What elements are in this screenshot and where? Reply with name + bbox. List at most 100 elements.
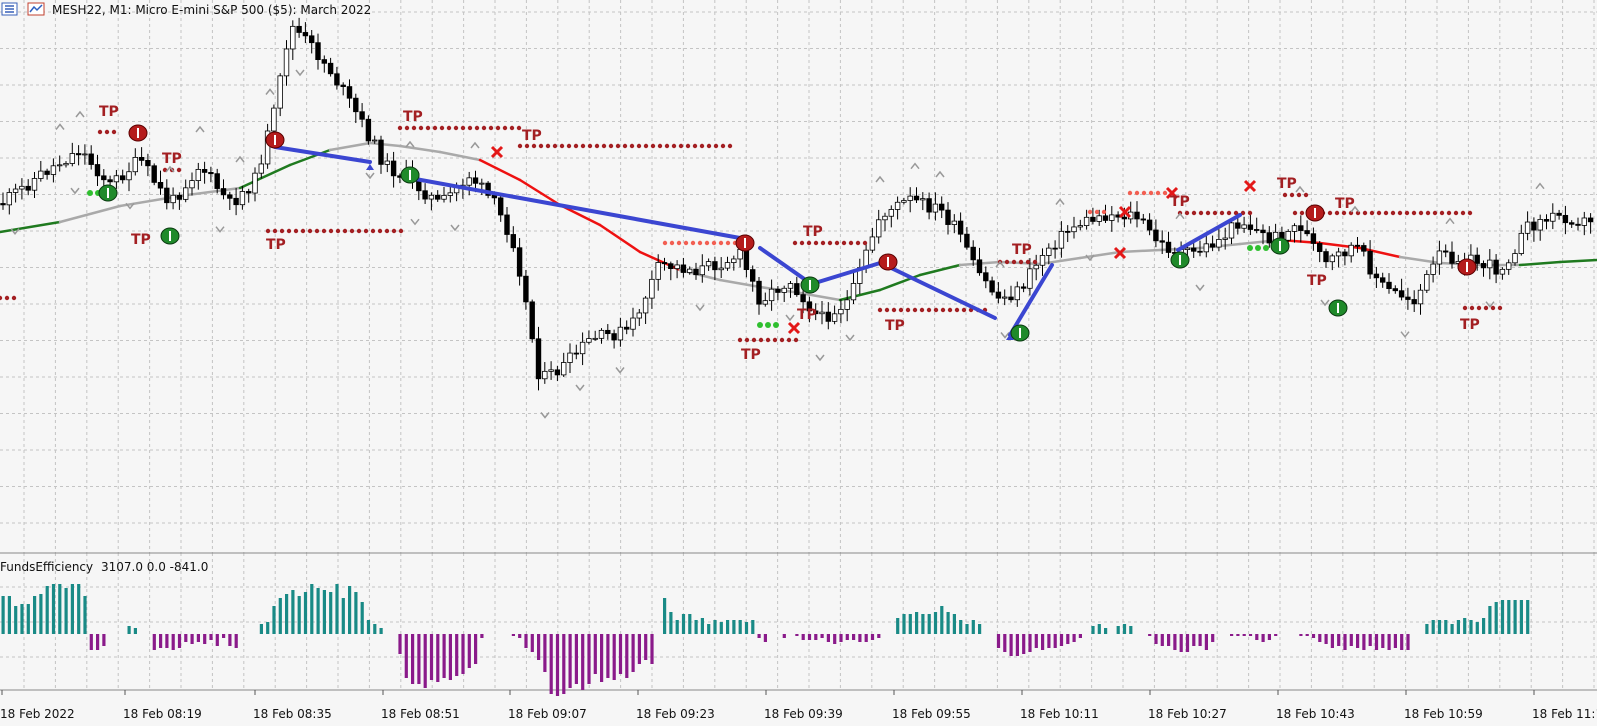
list-icon[interactable] — [1, 2, 18, 16]
level-dot — [1476, 305, 1482, 311]
level-dot — [314, 228, 320, 234]
candle-down — [939, 203, 945, 211]
level-dot — [418, 125, 424, 131]
histogram-bar-positive — [663, 598, 667, 634]
histogram-bar-negative — [1160, 634, 1164, 646]
histogram-bar-positive — [1482, 618, 1486, 634]
level-dot — [1296, 192, 1302, 198]
histogram-bar-positive — [335, 584, 339, 634]
histogram-bar-negative — [1009, 634, 1013, 656]
candle-down — [1480, 263, 1487, 269]
histogram-bar-positive — [1091, 626, 1095, 634]
fractal-up-arrow — [265, 88, 275, 95]
histogram-bar-positive — [1116, 626, 1120, 634]
candle-up — [1027, 268, 1033, 289]
fractal-down-arrow — [10, 228, 20, 235]
ma-segment — [1318, 241, 1362, 250]
level-dot — [398, 228, 404, 234]
level-dot — [820, 240, 826, 246]
histogram-bar-negative — [1078, 634, 1082, 638]
level-dot — [758, 337, 764, 343]
level-dot — [806, 240, 812, 246]
candle-down — [1474, 254, 1480, 264]
histogram-bar-positive — [7, 596, 11, 634]
level-dot — [877, 307, 883, 313]
candle-up — [63, 163, 69, 166]
histogram-bar-positive — [1513, 600, 1517, 634]
histogram-bar-negative — [839, 634, 843, 642]
level-dot — [827, 240, 833, 246]
level-dot — [11, 295, 17, 301]
histogram-bar-positive — [1456, 620, 1460, 634]
histogram-bar-positive — [297, 596, 301, 634]
time-axis-label: 18 Feb 09:55 — [892, 707, 971, 721]
histogram-bar-negative — [1034, 634, 1038, 648]
candle-down — [491, 194, 498, 199]
level-dot — [697, 240, 703, 246]
ma-segment — [518, 178, 562, 207]
histogram-bar-negative — [1400, 634, 1404, 650]
funds-efficiency-histogram — [1, 584, 1530, 696]
ma-segment — [238, 163, 292, 190]
level-dot — [1303, 192, 1309, 198]
histogram-bar-positive — [1463, 618, 1467, 634]
level-dot — [905, 307, 911, 313]
candle-down — [1197, 250, 1203, 253]
histogram-bar-positive — [1519, 600, 1523, 634]
histogram-bar-negative — [852, 634, 856, 640]
candle-down — [201, 169, 208, 173]
level-dot — [1446, 210, 1452, 216]
candle-down — [1323, 251, 1329, 263]
level-dot — [940, 307, 946, 313]
level-dot — [4, 295, 10, 301]
level-dot — [954, 307, 960, 313]
ma-segment — [0, 220, 62, 234]
candle-up — [1285, 231, 1291, 241]
candle-down — [535, 338, 542, 380]
histogram-bar-negative — [467, 634, 471, 668]
signal-line — [408, 176, 742, 240]
histogram-bar-negative — [1053, 634, 1057, 648]
histogram-bar-positive — [20, 604, 24, 634]
level-dot — [1462, 305, 1468, 311]
chart-window-icon[interactable] — [27, 2, 45, 16]
level-dot — [425, 125, 431, 131]
histogram-bar-positive — [272, 606, 276, 634]
level-dot — [793, 337, 799, 343]
level-dot — [650, 143, 656, 149]
fractal-up-arrow — [1350, 205, 1360, 213]
candle-up — [1216, 238, 1222, 248]
level-dot — [841, 240, 847, 246]
candle-up — [189, 180, 195, 189]
candle-down — [1191, 247, 1197, 252]
level-dot — [446, 125, 452, 131]
level-dot — [335, 228, 341, 234]
fractal-down-arrow — [845, 334, 855, 342]
level-dot — [1299, 210, 1305, 216]
level-dot — [947, 307, 953, 313]
level-dot — [757, 322, 763, 328]
histogram-bar-positive — [45, 586, 49, 634]
candle-up — [920, 198, 926, 201]
histogram-bar-positive — [64, 588, 68, 634]
histogram-bar-positive — [726, 620, 730, 634]
candle-down — [775, 288, 781, 293]
histogram-bar-negative — [612, 634, 616, 680]
candle-down — [94, 164, 101, 177]
candle-down — [1065, 230, 1071, 233]
histogram-bar-positive — [751, 620, 755, 634]
candle-up — [258, 163, 264, 174]
level-dot — [488, 125, 494, 131]
level-dot — [397, 125, 403, 131]
histogram-bar-negative — [568, 634, 572, 688]
level-dot — [580, 143, 586, 149]
histogram-bar-negative — [411, 634, 415, 684]
candle-down — [1342, 251, 1348, 257]
level-dot — [765, 337, 771, 343]
histogram-bar-negative — [562, 634, 566, 694]
candle-down — [390, 160, 397, 177]
histogram-bar-positive — [707, 624, 711, 634]
candle-down — [164, 187, 170, 204]
histogram-bar-negative — [1022, 634, 1026, 654]
